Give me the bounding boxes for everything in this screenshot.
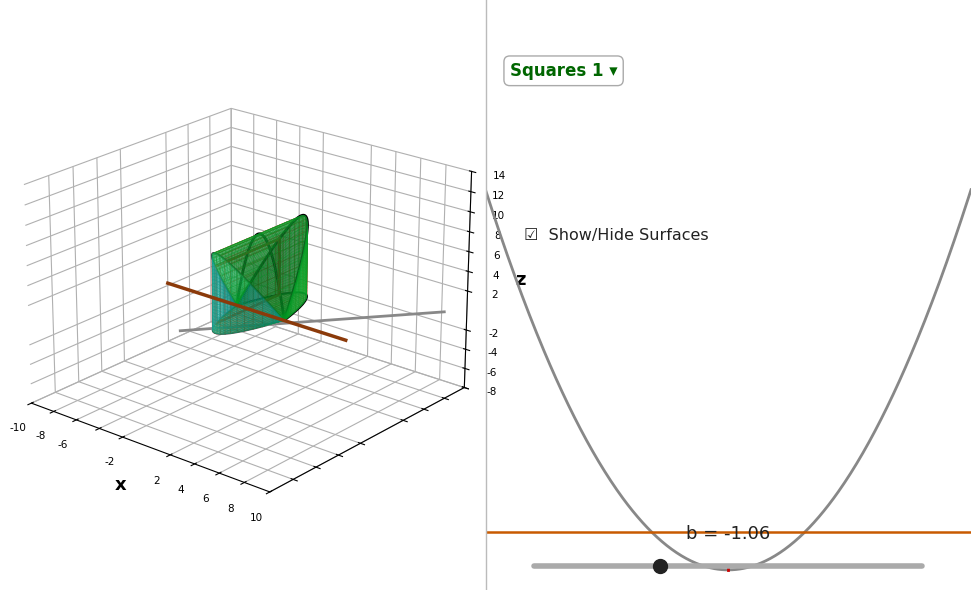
- Text: Squares 1 ▾: Squares 1 ▾: [510, 62, 618, 80]
- X-axis label: x: x: [115, 476, 126, 494]
- Text: ☑  Show/Hide Surfaces: ☑ Show/Hide Surfaces: [524, 228, 709, 244]
- Text: b = -1.06: b = -1.06: [686, 525, 770, 543]
